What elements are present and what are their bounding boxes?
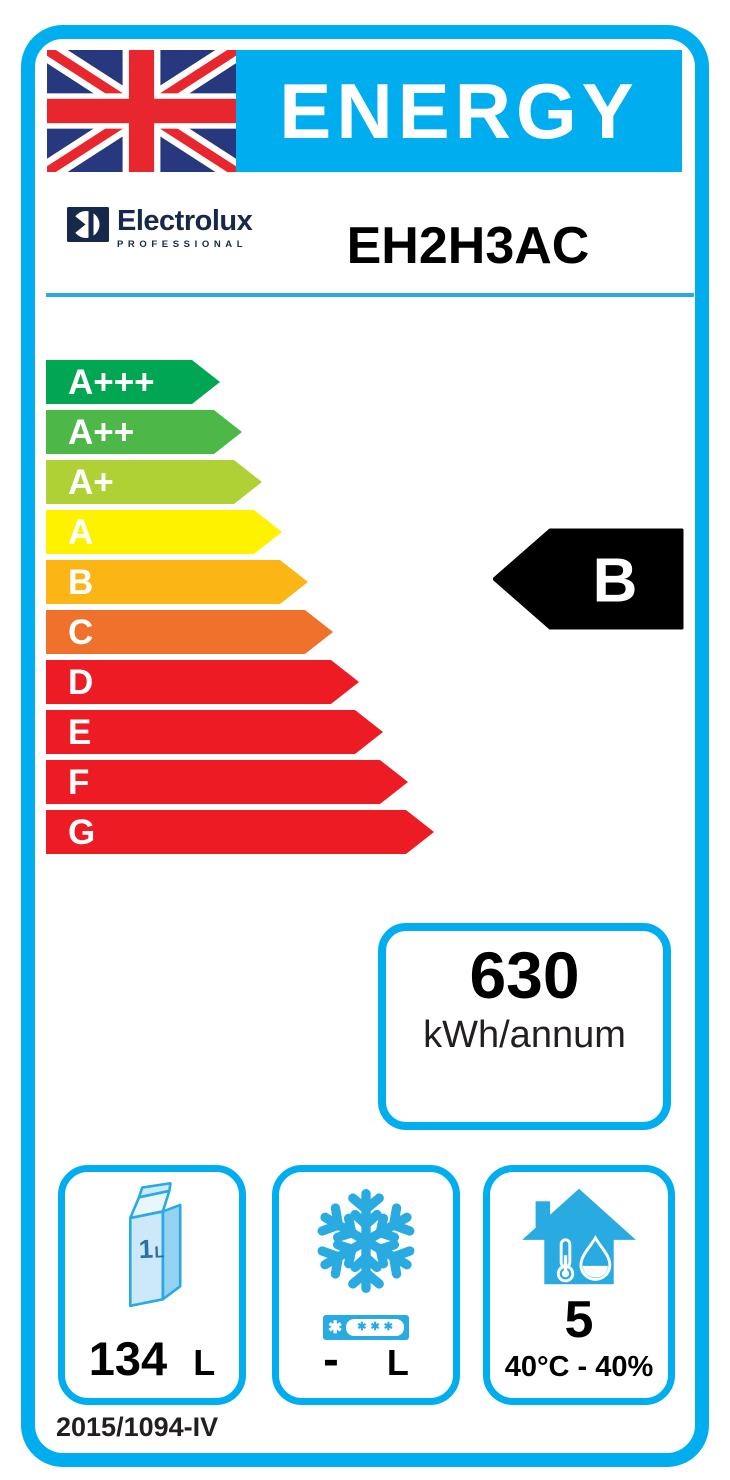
- scale-bar-a1: A+: [46, 460, 262, 504]
- house-climate-icon: [522, 1188, 636, 1285]
- milk-carton-icon: 1L: [129, 1181, 182, 1308]
- frozen-volume-unit: L: [386, 1342, 409, 1383]
- climate-class-box: 5 40°C - 40%: [483, 1165, 675, 1405]
- fresh-volume-metric: 134 L: [65, 1335, 239, 1382]
- regulation-reference: 2015/1094-IV: [56, 1412, 219, 1442]
- grade-label: F: [68, 762, 90, 802]
- scale-bar-c: C: [46, 610, 333, 654]
- fresh-volume-box: 1L 134 L: [58, 1165, 246, 1405]
- grade-label: G: [68, 812, 96, 852]
- grade-label: A: [68, 512, 94, 552]
- scale-bar-a: A: [46, 510, 282, 554]
- star-icon: ✱: [357, 1321, 367, 1333]
- star-icon: ✱: [370, 1321, 380, 1333]
- grade-label: A+++: [68, 362, 155, 402]
- header-divider: [46, 293, 694, 297]
- rating-indicator-arrow: B: [493, 528, 684, 630]
- brand-subtitle: PROFESSIONAL: [117, 239, 248, 250]
- annual-energy-value: 630: [469, 938, 580, 1012]
- uk-flag-icon: [47, 50, 236, 172]
- annual-energy-box: 630 kWh/annum: [378, 923, 671, 1130]
- grade-label: C: [68, 612, 94, 652]
- label-border-frame: [21, 25, 709, 1467]
- energy-banner: ENERGY: [236, 50, 682, 172]
- frozen-volume-value: -: [323, 1332, 339, 1385]
- grade-label: A+: [68, 462, 114, 502]
- grade-label: E: [68, 712, 92, 752]
- svg-text:1L: 1L: [138, 1233, 165, 1264]
- model-number: EH2H3AC: [346, 217, 590, 275]
- fresh-volume-unit: L: [193, 1342, 216, 1383]
- star-icon: ✱: [383, 1321, 393, 1333]
- grade-label: D: [68, 662, 94, 702]
- scale-bar-f: F: [46, 760, 408, 804]
- scale-bar-g: G: [46, 810, 434, 854]
- scale-bar-e: E: [46, 710, 383, 754]
- frozen-volume-metric: - L: [279, 1335, 453, 1382]
- brand-logo: Electrolux PROFESSIONAL: [67, 205, 253, 251]
- fresh-volume-value: 134: [88, 1332, 168, 1385]
- freezer-star-rating-badge: ✱ ✱ ✱ ✱: [323, 1315, 409, 1340]
- grade-label: B: [68, 562, 94, 602]
- carton-volume-number: 1: [138, 1234, 154, 1264]
- freezer-three-star-icon: ✱ ✱ ✱: [346, 1319, 404, 1336]
- scale-bar-a2: A++: [46, 410, 242, 454]
- snowflake-icon: [311, 1189, 421, 1296]
- brand-wordmark: Electrolux PROFESSIONAL: [117, 205, 253, 251]
- climate-condition: 40°C - 40%: [504, 1351, 654, 1383]
- grade-label: A++: [68, 412, 135, 452]
- efficiency-scale: A+++ A++ A+ A B C D E F G: [46, 360, 434, 860]
- rating-letter: B: [593, 547, 638, 616]
- brand-name: Electrolux: [117, 205, 253, 237]
- scale-bar-b: B: [46, 560, 308, 604]
- annual-energy-unit: kWh/annum: [423, 1014, 626, 1057]
- scale-bar-a3: A+++: [46, 360, 220, 404]
- carton-volume-unit: L: [154, 1243, 165, 1261]
- climate-class-value: 5: [564, 1291, 594, 1349]
- electrolux-mark-icon: [67, 207, 109, 242]
- freezer-star-icon: ✱: [328, 1318, 343, 1337]
- energy-title: ENERGY: [279, 67, 639, 155]
- frozen-volume-box: ✱ ✱ ✱ ✱ - L: [272, 1165, 460, 1405]
- scale-bar-d: D: [46, 660, 359, 704]
